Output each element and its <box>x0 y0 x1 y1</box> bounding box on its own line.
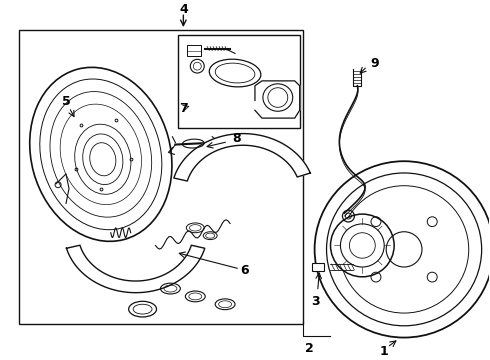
Bar <box>312 263 323 271</box>
Polygon shape <box>174 134 310 181</box>
Text: 9: 9 <box>370 57 379 70</box>
Text: 3: 3 <box>311 295 320 308</box>
Text: 6: 6 <box>241 265 249 278</box>
Text: 2: 2 <box>305 342 314 355</box>
Text: 8: 8 <box>233 132 242 145</box>
Text: 5: 5 <box>62 95 71 108</box>
Bar <box>19 30 303 324</box>
Bar <box>187 45 201 57</box>
Bar <box>178 35 300 128</box>
Polygon shape <box>255 81 300 118</box>
Text: 7: 7 <box>179 102 188 115</box>
Polygon shape <box>67 245 205 293</box>
Circle shape <box>331 214 394 277</box>
Text: 1: 1 <box>380 345 389 358</box>
Text: 4: 4 <box>179 3 188 16</box>
